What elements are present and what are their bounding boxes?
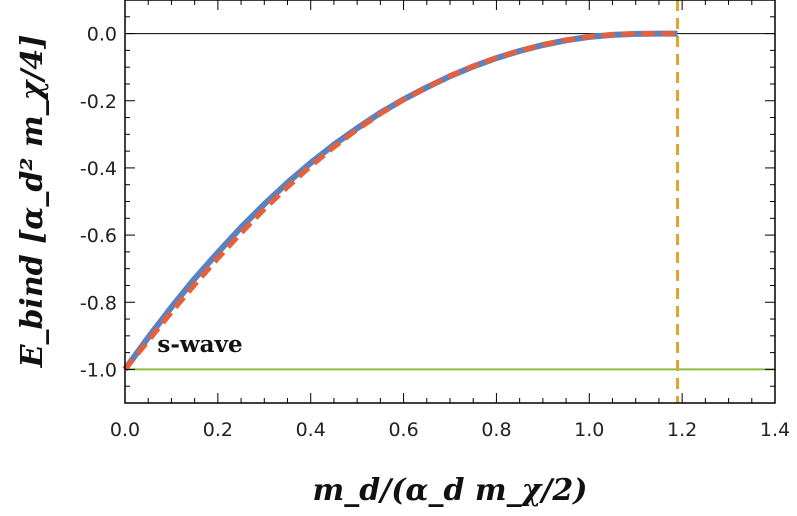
plot-frame xyxy=(124,0,776,404)
y-tick-label: -1.0 xyxy=(80,359,117,381)
x-tick-labels: 0.0 0.2 0.4 0.6 0.8 1.0 1.2 1.4 xyxy=(110,419,790,441)
y-axis-label: E_bind [α_d² m_χ/4] xyxy=(15,35,50,369)
x-tick-label: 0.0 xyxy=(110,419,140,441)
x-tick-label: 0.8 xyxy=(481,419,511,441)
y-tick-label: 0.0 xyxy=(87,24,117,46)
y-tick-labels: 0.0 -0.2 -0.4 -0.6 -0.8 -1.0 xyxy=(80,24,117,382)
plot-area xyxy=(122,0,775,403)
x-tick-label: 1.0 xyxy=(574,419,604,441)
y-tick-label: -0.6 xyxy=(80,225,117,247)
solid-series-line xyxy=(122,30,678,372)
y-tick-label: -0.8 xyxy=(80,292,117,314)
x-tick-label: 0.6 xyxy=(388,419,418,441)
s-wave-annotation: s-wave xyxy=(157,331,242,358)
y-tick-label: -0.4 xyxy=(80,158,117,180)
x-axis-label: m_d/(α_d m_χ/2) xyxy=(313,473,588,508)
x-tick-label: 1.2 xyxy=(667,419,697,441)
x-tick-label: 0.4 xyxy=(296,419,326,441)
x-tick-label: 0.2 xyxy=(203,419,233,441)
y-tick-label: -0.2 xyxy=(80,91,117,113)
dashed-series-line xyxy=(123,31,678,371)
x-tick-label: 1.4 xyxy=(760,419,790,441)
